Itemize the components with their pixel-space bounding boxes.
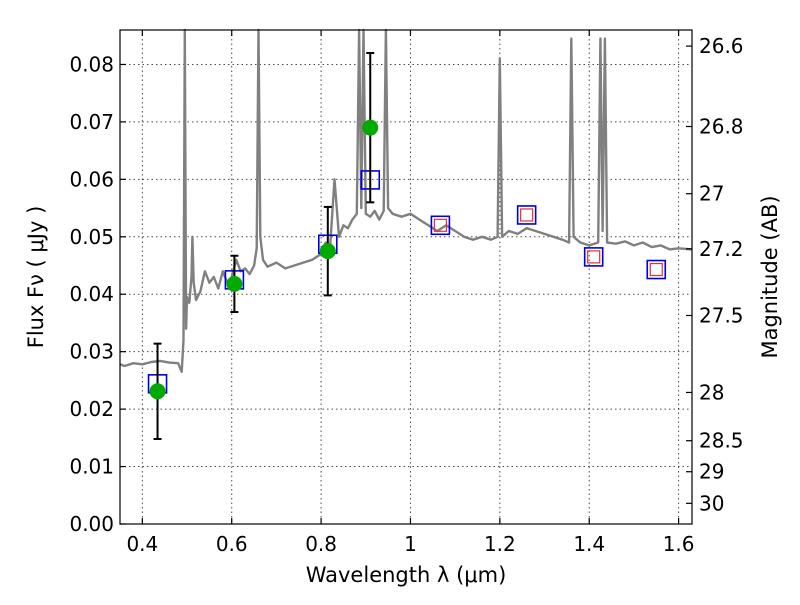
y-tick-label: 0.03 (69, 340, 114, 364)
model-spectrum-layer (119, 28, 693, 373)
y-tick-label: 0.00 (69, 512, 114, 536)
x-tick-label: 0.8 (305, 532, 337, 556)
y-axis-label: Flux Fν ( μJy ) (24, 206, 48, 349)
model-photometry-square (430, 215, 451, 236)
model-photometry-inner-square (587, 250, 601, 264)
y-tick-label: 0.06 (69, 167, 114, 191)
y2-tick-label: 29 (699, 460, 724, 484)
y-tick-label: 0.07 (69, 110, 114, 134)
y-tick-label: 0.04 (69, 282, 114, 306)
model-photometry-square (646, 259, 667, 280)
x-tick-label: 1.4 (573, 532, 605, 556)
marker-layer (147, 51, 667, 440)
y2-tick-label: 26.8 (699, 115, 744, 139)
y2-tick-label: 27.5 (699, 303, 744, 327)
y-tick-label: 0.02 (69, 397, 114, 421)
y-tick-label: 0.05 (69, 225, 114, 249)
y2-tick-label: 26.6 (699, 34, 744, 58)
x-tick-label: 0.4 (126, 532, 158, 556)
y-tick-label: 0.01 (69, 455, 114, 479)
model-photometry-inner-square (649, 262, 663, 277)
x-tick-label: 1.2 (484, 532, 516, 556)
model-photometry-inner-square (520, 208, 534, 222)
observed-flux-point (362, 119, 379, 136)
tick-layer: 0.4 0.6 0.8 1 1.2 1.4 1.6 0.00 0.01 0.02 0.03 0.04 0… (69, 30, 744, 556)
model-photometry-square (583, 247, 604, 267)
observed-flux-point (149, 383, 166, 400)
y2-tick-label: 27 (699, 182, 724, 206)
y-tick-label: 0.08 (69, 52, 114, 76)
observed-flux-point (226, 275, 243, 292)
y2-tick-label: 27.2 (699, 237, 744, 261)
model-photometry-square (516, 205, 537, 225)
x-axis-label: Wavelength λ (μm) (306, 563, 507, 587)
x-tick-label: 1.6 (663, 532, 695, 556)
x-tick-label: 1 (404, 532, 417, 556)
observed-flux-point (319, 243, 336, 260)
model-spectrum-line (119, 28, 693, 373)
model-photometry-inner-square (433, 218, 448, 232)
y2-tick-label: 28.5 (699, 429, 744, 453)
y2-axis-label: Magnitude (AB) (758, 195, 782, 358)
y2-tick-label: 28 (699, 380, 724, 404)
x-tick-label: 0.6 (216, 532, 248, 556)
y2-tick-label: 30 (699, 491, 724, 515)
plot-frame (119, 29, 693, 525)
